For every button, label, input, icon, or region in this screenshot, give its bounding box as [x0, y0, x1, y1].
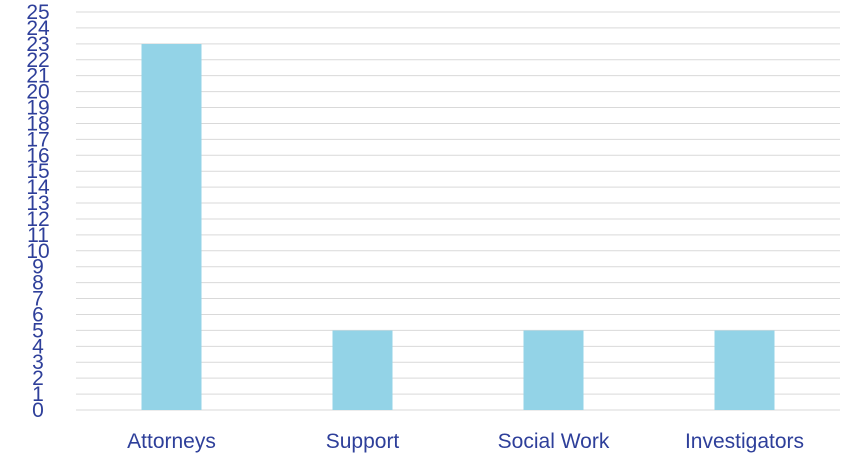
y-tick-label: 21 [26, 65, 49, 88]
y-tick-label: 6 [32, 303, 44, 326]
y-tick-label: 18 [26, 112, 49, 135]
y-tick-label: 10 [26, 240, 49, 263]
x-category-label: Social Work [498, 430, 610, 453]
y-tick-label: 9 [32, 256, 44, 279]
y-tick-label: 7 [32, 288, 44, 311]
y-tick-label: 4 [32, 335, 44, 358]
bar-attorneys [141, 43, 202, 411]
y-tick-label: 25 [26, 1, 49, 24]
y-tick-label: 11 [27, 224, 49, 247]
y-tick-label: 17 [26, 128, 49, 151]
gridlines [76, 11, 840, 411]
x-category-label: Attorneys [127, 430, 216, 453]
y-tick-label: 22 [26, 49, 49, 72]
y-tick-label: 2 [32, 367, 44, 390]
y-tick-label: 23 [26, 33, 49, 56]
y-tick-label: 15 [26, 160, 49, 183]
y-tick-label: 14 [26, 176, 50, 199]
y-tick-label: 8 [32, 272, 44, 295]
x-category-label: Support [326, 430, 400, 453]
bars [141, 43, 775, 411]
y-tick-label: 20 [26, 81, 49, 104]
y-tick-label: 16 [26, 144, 49, 167]
y-tick-label: 1 [32, 383, 44, 406]
y-tick-label: 19 [26, 97, 49, 120]
y-axis-tick-labels: 0123456789101112131415161718192021222324… [26, 1, 50, 422]
y-tick-label: 12 [26, 208, 49, 231]
bar-investigators [714, 330, 775, 410]
bar-social-work [523, 330, 584, 410]
y-tick-label: 0 [32, 399, 44, 422]
x-category-label: Investigators [685, 430, 804, 453]
bar-support [332, 330, 393, 410]
y-tick-label: 5 [32, 319, 44, 342]
y-tick-label: 13 [26, 192, 49, 215]
y-tick-label: 24 [26, 17, 50, 40]
y-tick-label: 3 [32, 351, 44, 374]
x-axis-category-labels: Attorneys Support Social Work Investigators [127, 430, 804, 453]
